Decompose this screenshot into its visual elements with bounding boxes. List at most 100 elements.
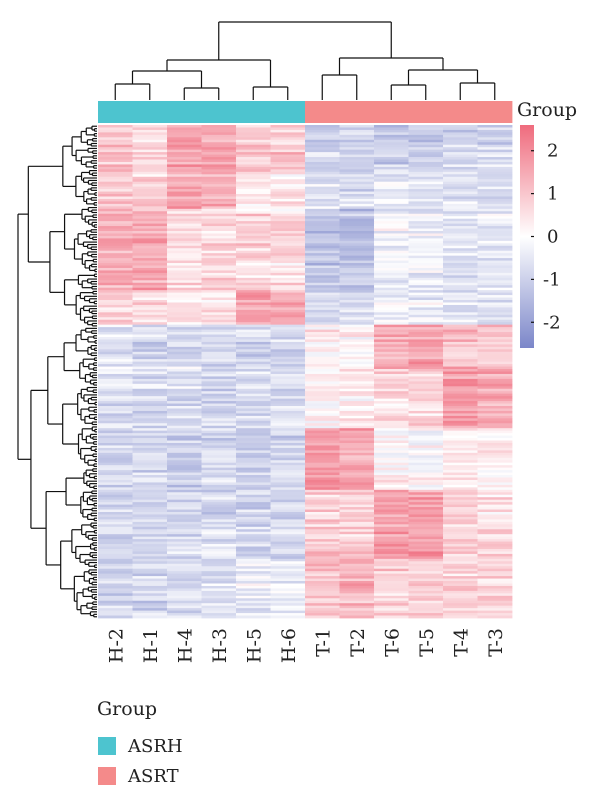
heatmap-cell xyxy=(236,307,271,311)
heatmap-cell xyxy=(98,433,133,436)
heatmap-cell xyxy=(132,484,168,488)
heatmap-cell xyxy=(98,226,133,229)
heatmap-cell xyxy=(408,450,444,454)
heatmap-cell xyxy=(132,393,168,397)
heatmap-cell xyxy=(270,600,306,604)
heatmap-cell xyxy=(408,144,444,148)
heatmap-cell xyxy=(98,447,133,451)
heatmap-cell xyxy=(374,386,409,390)
heatmap-cell xyxy=(408,309,444,313)
heatmap-cell xyxy=(443,275,478,279)
heatmap-cell xyxy=(270,425,306,429)
heatmap-cell xyxy=(339,391,375,395)
heatmap-cell xyxy=(236,280,271,284)
heatmap-cell xyxy=(408,373,444,377)
heatmap-cell xyxy=(443,240,478,244)
heatmap-cell xyxy=(201,393,237,397)
heatmap-cell xyxy=(270,253,306,257)
heatmap-cell xyxy=(98,334,133,338)
heatmap-cell xyxy=(339,314,375,318)
heatmap-cell xyxy=(236,334,271,338)
heatmap-cell xyxy=(477,265,513,269)
heatmap-cell xyxy=(305,300,340,303)
heatmap-cell xyxy=(374,403,409,407)
heatmap-cell xyxy=(374,349,409,353)
heatmap-cell xyxy=(339,438,375,441)
heatmap-cell xyxy=(408,233,444,237)
heatmap-cell xyxy=(443,593,478,597)
heatmap-cell xyxy=(443,546,478,550)
heatmap-cell xyxy=(236,277,271,281)
heatmap-cell xyxy=(201,558,237,562)
heatmap-cell xyxy=(339,425,375,429)
heatmap-cell xyxy=(477,329,513,333)
heatmap-cell xyxy=(305,285,340,289)
heatmap-cell xyxy=(339,275,375,279)
heatmap-cell xyxy=(374,494,409,498)
heatmap-cell xyxy=(339,238,375,242)
heatmap-cell xyxy=(167,477,202,481)
heatmap-cell xyxy=(270,184,306,188)
heatmap-cell xyxy=(339,593,375,597)
heatmap-cell xyxy=(339,610,375,614)
heatmap-cell xyxy=(132,583,168,587)
heatmap-cell xyxy=(374,460,409,464)
heatmap-cell xyxy=(477,181,513,185)
heatmap-cell xyxy=(167,260,202,264)
heatmap-cell xyxy=(443,223,478,227)
heatmap-cell xyxy=(374,211,409,215)
heatmap-cell xyxy=(477,307,513,311)
heatmap-cell xyxy=(167,507,202,510)
heatmap-cell xyxy=(236,213,271,217)
heatmap-cell xyxy=(98,152,133,155)
heatmap-cell xyxy=(305,159,340,163)
heatmap-cell xyxy=(477,539,513,542)
heatmap-cell xyxy=(408,179,444,183)
heatmap-cell xyxy=(408,590,444,594)
heatmap-cell xyxy=(201,460,237,464)
heatmap-cell xyxy=(236,388,271,392)
heatmap-cell xyxy=(167,581,202,584)
heatmap-cell xyxy=(408,366,444,370)
heatmap-cell xyxy=(132,529,168,533)
heatmap-cell xyxy=(374,581,409,584)
heatmap-cell xyxy=(443,553,478,557)
heatmap-cell xyxy=(408,442,444,446)
heatmap-cell xyxy=(339,196,375,200)
heatmap-cell xyxy=(270,578,306,582)
heatmap-cell xyxy=(270,447,306,451)
heatmap-cell xyxy=(167,408,202,412)
heatmap-cell xyxy=(270,470,306,473)
heatmap-cell xyxy=(201,147,237,151)
heatmap-cell xyxy=(201,413,237,417)
heatmap-cell xyxy=(408,470,444,473)
heatmap-cell xyxy=(443,450,478,454)
heatmap-cell xyxy=(477,186,513,190)
heatmap-cell xyxy=(167,553,202,557)
heatmap-cell xyxy=(132,314,168,318)
heatmap-cell xyxy=(236,396,271,400)
heatmap-cell xyxy=(443,304,478,308)
heatmap-cell xyxy=(98,539,133,542)
heatmap-cell xyxy=(305,418,340,422)
heatmap-cell xyxy=(443,613,478,616)
heatmap-cell xyxy=(167,258,202,261)
heatmap-cell xyxy=(236,440,271,444)
heatmap-cell xyxy=(339,334,375,338)
heatmap-cell xyxy=(443,179,478,183)
heatmap-cell xyxy=(374,329,409,333)
heatmap-cell xyxy=(270,420,306,424)
heatmap-cell xyxy=(270,166,306,170)
heatmap-cell xyxy=(98,610,133,614)
heatmap-cell xyxy=(132,371,168,375)
heatmap-cell xyxy=(270,479,306,483)
heatmap-cell xyxy=(236,608,271,611)
heatmap-cell xyxy=(132,302,168,306)
heatmap-cell xyxy=(236,391,271,395)
heatmap-cell xyxy=(339,152,375,155)
heatmap-cell xyxy=(477,526,513,530)
heatmap-cell xyxy=(374,201,409,205)
heatmap-cell xyxy=(236,499,271,503)
heatmap-cell xyxy=(408,433,444,436)
heatmap-cell xyxy=(374,297,409,301)
